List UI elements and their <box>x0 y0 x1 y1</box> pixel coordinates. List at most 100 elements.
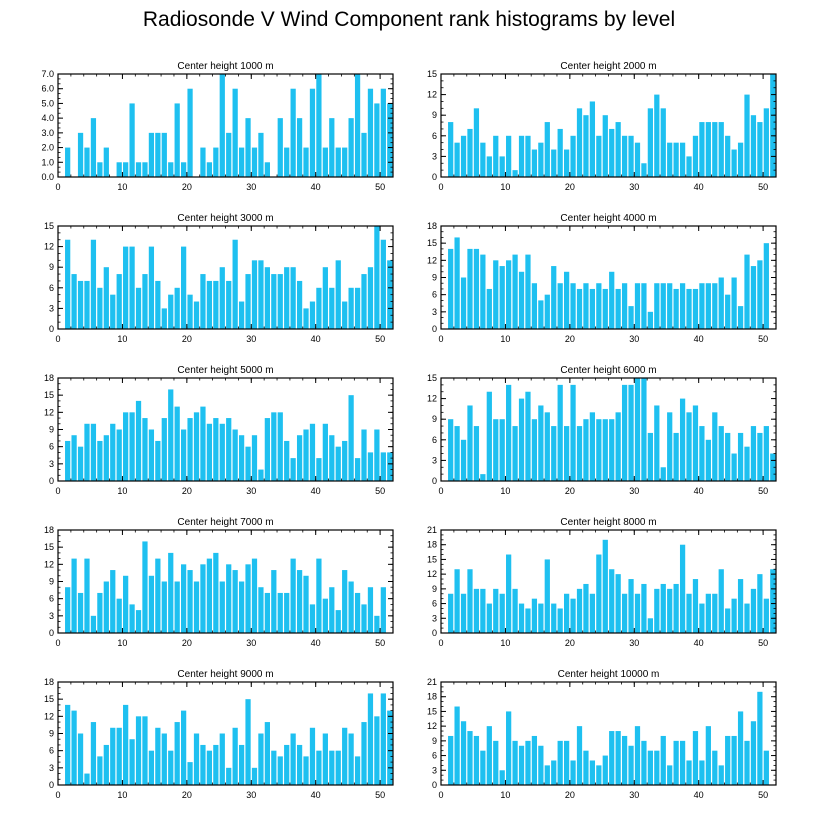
histogram-bar <box>142 418 148 481</box>
histogram-bar <box>518 745 525 785</box>
y-tick-label: 12 <box>44 559 54 569</box>
histogram-bar <box>667 142 673 177</box>
histogram-bar <box>679 740 686 785</box>
histogram-bar <box>673 432 679 481</box>
histogram-bar <box>335 147 341 177</box>
histogram-bar <box>551 266 557 329</box>
x-tick-label: 40 <box>694 638 704 648</box>
histogram-bar <box>97 162 103 177</box>
histogram-bar <box>647 108 653 177</box>
histogram-bar <box>309 423 316 481</box>
x-tick-label: 50 <box>375 790 385 800</box>
histogram-bar <box>506 554 512 633</box>
y-tick-label: 0.0 <box>41 172 54 182</box>
histogram-bar <box>238 147 245 177</box>
histogram-bar <box>374 615 380 633</box>
histogram-bar <box>316 74 322 177</box>
histogram-bar <box>226 280 232 329</box>
y-tick-label: 12 <box>427 255 437 265</box>
histogram-bar <box>90 722 97 785</box>
y-tick-label: 15 <box>427 69 437 79</box>
histogram-bar <box>564 271 570 329</box>
histogram-bar <box>654 588 660 633</box>
histogram-bar <box>679 142 686 177</box>
histogram-bar <box>506 384 512 481</box>
histogram-bar <box>316 287 322 329</box>
x-tick-label: 0 <box>438 334 443 344</box>
histogram-bar <box>148 575 155 633</box>
histogram-bar <box>654 405 660 481</box>
y-tick-label: 6 <box>49 594 54 604</box>
histogram-bar <box>97 756 103 785</box>
histogram-bar <box>448 593 454 633</box>
histogram-bar <box>538 745 544 785</box>
histogram-bar <box>667 412 673 481</box>
histogram-bar <box>277 274 283 329</box>
x-tick-label: 20 <box>565 334 575 344</box>
histogram-bar <box>512 170 518 177</box>
histogram-bar <box>518 398 525 481</box>
histogram-bar <box>123 246 129 329</box>
histogram-bar <box>570 760 576 785</box>
histogram-bar <box>290 458 296 481</box>
y-tick-label: 9 <box>432 414 437 424</box>
x-tick-label: 10 <box>117 638 127 648</box>
x-tick-label: 50 <box>758 334 768 344</box>
histogram-bar <box>705 593 711 633</box>
x-tick-label: 50 <box>375 638 385 648</box>
histogram-bar <box>499 266 505 329</box>
y-tick-label: 6 <box>432 290 437 300</box>
histogram-bar <box>448 419 454 481</box>
histogram-bar <box>660 108 666 177</box>
histogram-bar <box>303 575 309 633</box>
histogram-bar <box>531 735 538 785</box>
histogram-bar <box>583 419 589 481</box>
histogram-bar <box>686 412 692 481</box>
histogram-bar <box>232 88 238 177</box>
histogram-bar <box>628 745 634 785</box>
histogram-bar <box>361 429 367 481</box>
histogram-bar <box>168 294 174 329</box>
histogram-bar <box>116 162 122 177</box>
histogram-bar <box>232 239 238 329</box>
x-tick-label: 20 <box>182 790 192 800</box>
y-tick-label: 3 <box>49 611 54 621</box>
histogram-bar <box>628 384 634 481</box>
histogram-bar <box>161 581 167 633</box>
x-tick-label: 20 <box>182 486 192 496</box>
histogram-bar <box>544 294 550 329</box>
histogram-bar <box>329 435 335 481</box>
histogram-bar <box>97 440 103 481</box>
histogram-bar <box>628 135 634 177</box>
histogram-bar <box>499 419 505 481</box>
histogram-bar <box>309 88 316 177</box>
histogram-panel: Center height 9000 m 0 3 6 9 12 15 18 0 10 20 30 40 5… <box>44 669 394 800</box>
histogram-bar <box>647 311 653 329</box>
y-tick-label: 18 <box>427 540 437 550</box>
histogram-bar <box>284 744 290 785</box>
y-tick-label: 18 <box>427 221 437 231</box>
histogram-bar <box>512 588 518 633</box>
histogram-bar <box>316 558 322 633</box>
histogram-bar <box>77 446 84 481</box>
histogram-bar <box>277 756 283 785</box>
histogram-bar <box>467 248 473 329</box>
histogram-bar <box>348 733 354 785</box>
y-tick-label: 0 <box>49 628 54 638</box>
histogram-bar <box>232 570 238 633</box>
histogram-bar <box>284 440 290 481</box>
histogram-bar <box>264 722 270 785</box>
histogram-bar <box>654 750 660 785</box>
histogram-bar <box>309 301 316 329</box>
histogram-bar <box>238 581 245 633</box>
histogram-bar <box>361 274 367 329</box>
histogram-bar <box>181 429 187 481</box>
histogram-bar <box>686 156 692 177</box>
histogram-bar <box>116 274 122 329</box>
x-tick-label: 20 <box>565 638 575 648</box>
histogram-bar <box>609 271 615 329</box>
histogram-bar <box>296 570 303 633</box>
histogram-bar <box>725 135 731 177</box>
histogram-bar <box>634 378 641 481</box>
y-tick-label: 0 <box>432 172 437 182</box>
